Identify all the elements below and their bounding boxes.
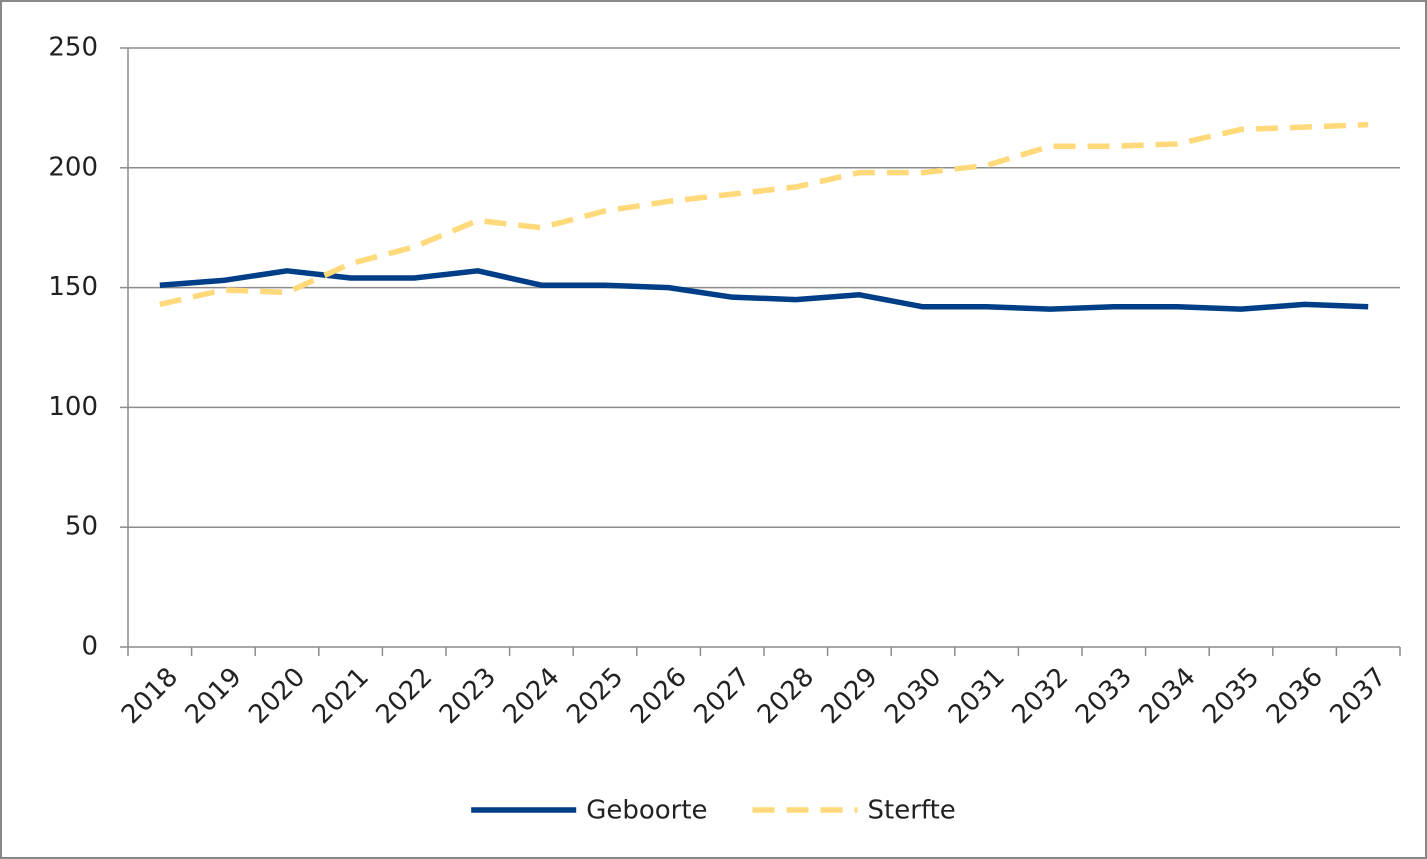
y-tick-label: 0	[81, 632, 98, 662]
series-line	[159, 268, 1369, 312]
y-tick-label: 50	[65, 512, 98, 542]
legend-label: Geboorte	[586, 796, 707, 826]
y-tick-label: 100	[48, 392, 98, 422]
series-line	[159, 121, 1369, 308]
y-tick-label: 200	[48, 152, 98, 182]
y-tick-label: 150	[48, 272, 98, 302]
y-tick-label: 250	[48, 33, 98, 63]
legend-label: Sterfte	[868, 796, 956, 826]
